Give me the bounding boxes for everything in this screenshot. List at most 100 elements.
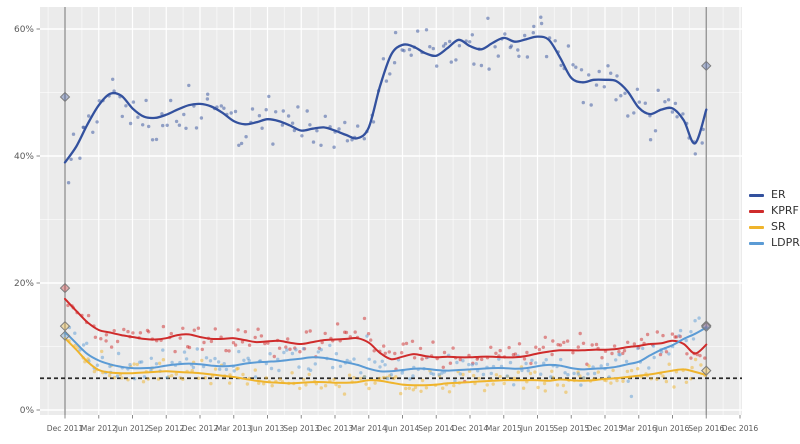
poll-point — [216, 360, 221, 364]
poll-point — [126, 329, 130, 334]
poll-point — [205, 97, 210, 101]
poll-point — [161, 348, 165, 352]
poll-point — [239, 141, 244, 146]
poll-point — [520, 368, 524, 373]
poll-point — [112, 375, 117, 380]
poll-point — [502, 381, 506, 386]
poll-point — [213, 367, 218, 371]
poll-point — [270, 384, 274, 388]
poll-point — [678, 328, 683, 333]
poll-point — [407, 386, 411, 390]
legend-entry-kprf: KPRF — [749, 203, 800, 219]
poll-point — [399, 391, 403, 396]
poll-point — [182, 112, 186, 117]
x-tick-label: Sep 2015 — [553, 424, 589, 433]
poll-point — [187, 83, 191, 88]
poll-point — [294, 348, 298, 352]
poll-point — [264, 108, 268, 112]
poll-point — [202, 340, 206, 345]
poll-point — [404, 386, 408, 391]
poll-point — [393, 351, 397, 356]
poll-point — [431, 46, 435, 51]
poll-point — [467, 353, 471, 358]
poll-point — [587, 364, 591, 368]
chart-legend: ER KPRF SR LDPR — [749, 187, 800, 251]
poll-point — [579, 68, 584, 72]
poll-point — [622, 349, 627, 353]
poll-point — [618, 353, 622, 357]
poll-point — [332, 377, 336, 382]
poll-point — [551, 339, 555, 343]
poll-point — [579, 383, 583, 387]
poll-point — [615, 74, 619, 78]
poll-point — [274, 110, 278, 114]
x-tick-label: Mar 2015 — [486, 424, 522, 433]
poll-point — [136, 115, 140, 119]
poll-point — [681, 112, 685, 116]
poll-point — [120, 376, 124, 380]
poll-point — [372, 349, 376, 353]
poll-point — [691, 337, 696, 341]
poll-point — [655, 330, 659, 334]
x-tick-label: Sep 2016 — [688, 424, 724, 433]
election-result-diamond-er — [701, 60, 712, 72]
poll-point — [278, 377, 282, 381]
poll-point — [358, 376, 363, 381]
poll-point — [539, 21, 544, 26]
election-result-diamond-ldpr — [701, 321, 712, 333]
legend-label-kprf: KPRF — [771, 204, 799, 217]
poll-point — [637, 100, 641, 104]
poll-point — [169, 98, 173, 103]
x-tick-label: Sep 2012 — [148, 424, 184, 433]
poll-point — [581, 341, 586, 345]
election-result-diamond-sr — [701, 365, 712, 376]
poll-point — [649, 377, 653, 381]
poll-point — [408, 377, 412, 381]
poll-point — [629, 368, 634, 373]
poll-point — [112, 329, 116, 333]
poll-point — [542, 381, 547, 386]
poll-point — [670, 332, 675, 336]
poll-point — [305, 109, 309, 113]
poll-point — [592, 371, 597, 376]
poll-point — [181, 326, 185, 330]
poll-point — [606, 64, 610, 68]
poll-point — [586, 372, 590, 376]
poll-point — [316, 350, 320, 354]
poll-point — [699, 363, 703, 367]
poll-point — [352, 357, 356, 361]
legend-entry-sr: SR — [749, 219, 800, 235]
poll-point — [290, 351, 295, 356]
poll-point — [443, 42, 448, 46]
poll-point — [174, 119, 179, 124]
poll-point — [543, 389, 547, 393]
poll-point — [69, 157, 73, 161]
poll-point — [178, 376, 182, 380]
poll-point — [285, 348, 289, 352]
poll-point — [458, 357, 462, 362]
poll-point — [95, 120, 99, 124]
poll-point — [323, 384, 328, 388]
poll-point — [612, 344, 617, 348]
poll-point — [611, 368, 615, 373]
poll-point — [342, 392, 347, 396]
poll-point — [271, 142, 275, 146]
poll-point — [400, 351, 404, 355]
poll-point — [199, 116, 204, 120]
poll-point — [356, 124, 360, 128]
poll-point — [544, 54, 549, 59]
poll-point — [532, 24, 536, 29]
poll-point — [645, 332, 650, 337]
x-tick-label: Mar 2013 — [216, 424, 252, 433]
poll-point — [116, 351, 121, 356]
poll-point — [253, 335, 257, 340]
poll-point — [420, 378, 425, 383]
poll-point — [87, 114, 91, 118]
poll-point — [78, 156, 82, 160]
poll-point — [206, 92, 210, 96]
poll-point — [290, 121, 295, 125]
poll-point — [661, 374, 665, 378]
poll-point — [228, 381, 232, 385]
poll-point — [302, 377, 306, 382]
